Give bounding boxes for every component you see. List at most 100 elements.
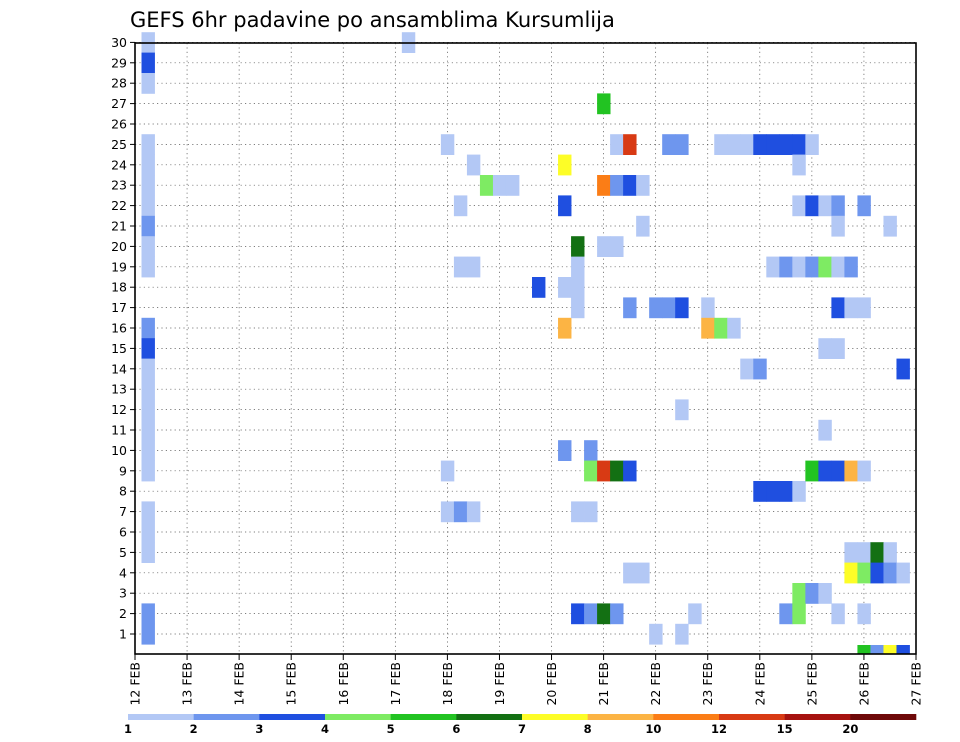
heatmap-cell — [857, 562, 871, 584]
heatmap-cell — [610, 134, 624, 155]
heatmap-cell — [792, 154, 806, 176]
heatmap-cell — [766, 134, 780, 155]
legend-swatch — [325, 714, 391, 720]
y-tick-label: 9 — [119, 463, 127, 478]
legend-swatch — [653, 714, 720, 720]
y-tick-label: 20 — [111, 239, 127, 254]
x-tick-label: 20 FEB — [544, 662, 559, 706]
legend-swatch — [850, 714, 917, 720]
strip-cell — [870, 645, 884, 654]
legend-label: 10 — [645, 722, 661, 736]
heatmap-cell — [558, 317, 572, 339]
heatmap-cell — [896, 358, 910, 380]
legend-label: 6 — [452, 722, 460, 736]
heatmap-cell — [818, 460, 832, 482]
x-tick-label: 12 FEB — [128, 662, 143, 706]
x-tick-label: 21 FEB — [596, 662, 611, 706]
heatmap-cell — [805, 460, 819, 482]
heatmap-cell — [844, 542, 858, 563]
legend-swatch — [456, 714, 523, 720]
legend-swatch — [587, 714, 654, 720]
y-tick-label: 16 — [111, 321, 127, 336]
y-tick-label: 5 — [119, 545, 127, 560]
heatmap-cell — [505, 175, 520, 196]
heatmap-cell — [440, 501, 455, 523]
y-tick-label: 7 — [119, 504, 127, 519]
heatmap-cell — [844, 562, 858, 584]
heatmap-cell — [141, 419, 155, 441]
heatmap-cell — [141, 236, 155, 257]
heatmap-cell — [492, 175, 507, 196]
y-tick-label: 30 — [111, 35, 127, 50]
heatmap-cell — [818, 195, 832, 217]
heatmap-cell — [636, 175, 650, 196]
heatmap-cell — [740, 134, 754, 155]
heatmap-cell — [141, 501, 155, 523]
heatmap-cell — [870, 562, 884, 584]
heatmap-cell — [141, 603, 155, 625]
heatmap-cell — [558, 195, 572, 217]
heatmap-cell — [857, 195, 871, 217]
heatmap-cell — [453, 256, 468, 278]
heatmap-cell — [753, 358, 767, 380]
heatmap-cell — [466, 256, 481, 278]
heatmap-cell — [141, 317, 155, 339]
legend-label: 8 — [584, 722, 592, 736]
x-tick-label: 23 FEB — [700, 662, 715, 706]
heatmap-cell — [753, 134, 767, 155]
heatmap-cell — [779, 256, 793, 278]
heatmap-cell — [870, 542, 884, 563]
heatmap-cell — [831, 338, 845, 359]
y-tick-label: 3 — [119, 586, 127, 601]
heatmap-cell — [623, 297, 637, 319]
heatmap-cell — [141, 52, 155, 74]
y-tick-label: 23 — [111, 178, 127, 193]
y-tick-label: 28 — [111, 76, 127, 91]
y-tick-label: 11 — [111, 423, 127, 438]
x-tick-label: 19 FEB — [492, 662, 507, 706]
x-tick-label: 14 FEB — [232, 662, 247, 706]
heatmap-cell — [844, 297, 858, 319]
heatmap-cell — [141, 195, 155, 217]
heatmap-cell — [623, 134, 637, 155]
heatmap-cell — [844, 460, 858, 482]
y-tick-label: 1 — [119, 627, 127, 642]
heatmap-cell — [558, 277, 572, 298]
heatmap-cell — [649, 297, 663, 319]
y-tick-label: 17 — [111, 300, 127, 315]
heatmap-cell — [662, 134, 676, 155]
heatmap-cell — [440, 134, 455, 155]
heatmap-cells — [141, 32, 910, 645]
y-tick-label: 22 — [111, 198, 127, 213]
heatmap-cell — [701, 317, 715, 339]
heatmap-cell — [532, 277, 546, 298]
x-tick-label: 26 FEB — [856, 662, 871, 706]
heatmap-cell — [636, 562, 650, 584]
legend-label: 5 — [387, 722, 395, 736]
heatmap-cell — [141, 542, 155, 563]
heatmap-cell — [466, 154, 481, 176]
y-tick-label: 8 — [119, 484, 127, 499]
y-tick-label: 18 — [111, 280, 127, 295]
heatmap-cell — [597, 175, 611, 196]
heatmap-cell — [727, 134, 741, 155]
heatmap-cell — [766, 256, 780, 278]
heatmap-cell — [584, 440, 598, 461]
heatmap-cell — [597, 460, 611, 482]
heatmap-cell — [623, 175, 637, 196]
legend-label: 7 — [518, 722, 526, 736]
heatmap-cell — [766, 481, 780, 502]
heatmap-cell — [440, 460, 455, 482]
y-axis: 1234567891011121314151617181920212223242… — [111, 35, 135, 642]
heatmap-cell — [792, 583, 806, 604]
heatmap-cell — [831, 297, 845, 319]
legend-swatch — [784, 714, 851, 720]
heatmap-cell — [805, 583, 819, 604]
heatmap-cell — [701, 297, 715, 319]
heatmap-cell — [571, 603, 585, 625]
heatmap-cell — [141, 256, 155, 278]
heatmap-cell — [141, 154, 155, 176]
y-tick-label: 27 — [111, 96, 127, 111]
y-tick-label: 21 — [111, 219, 127, 234]
